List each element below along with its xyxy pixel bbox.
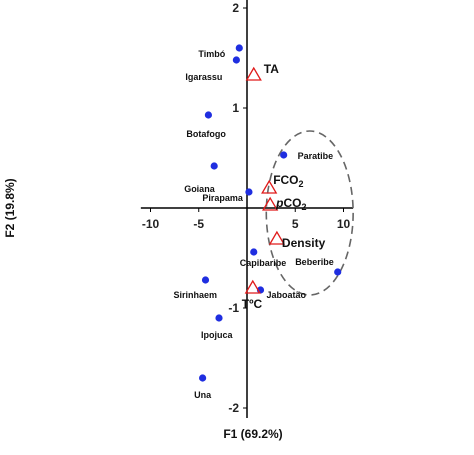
x-axis-label: F1 (69.2%) — [223, 427, 282, 441]
site-point — [204, 111, 212, 119]
axes: -10 -5 5 10 2 1 -1 -2 — [140, 0, 354, 418]
site-point — [199, 374, 207, 382]
x-tick-label: 10 — [337, 217, 351, 231]
site-point — [232, 56, 240, 64]
x-tick-label: -5 — [193, 217, 204, 231]
variable-label: FCO2 — [273, 173, 303, 189]
site-label: Ipojuca — [201, 330, 233, 340]
site-label: Timbó — [198, 49, 225, 59]
y-tick-label: -2 — [228, 401, 239, 415]
site-label: Jaboatão — [267, 290, 307, 300]
y-tick-label: -1 — [228, 301, 239, 315]
variable-triangle — [244, 279, 261, 294]
variable-triangle — [261, 179, 278, 194]
site-point — [210, 162, 218, 170]
x-tick-label: 5 — [292, 217, 299, 231]
site-point — [215, 314, 223, 322]
y-axis-label: F2 (19.8%) — [3, 178, 17, 237]
site-label: Beberibe — [295, 257, 334, 267]
variable-triangle — [262, 196, 279, 211]
site-label: Capibaribe — [240, 258, 287, 268]
cluster-ellipse — [265, 130, 354, 296]
variable-label: Density — [282, 236, 326, 250]
site-label: Una — [194, 390, 212, 400]
site-label: Sirinhaem — [174, 290, 218, 300]
variable-triangle — [245, 66, 262, 81]
site-label: Igarassu — [185, 72, 222, 82]
variable-triangle — [268, 230, 286, 245]
y-tick-label: 2 — [232, 1, 239, 15]
x-tick-label: -10 — [142, 217, 160, 231]
variable-label: pCO2 — [275, 196, 306, 212]
site-point — [201, 276, 210, 284]
cluster-ellipse-group — [265, 130, 354, 296]
site-point — [334, 268, 342, 276]
variable-label: TA — [264, 62, 279, 76]
site-point — [250, 248, 258, 256]
variable-points: TA FCO2 pCO2 Density TºC — [242, 62, 326, 311]
site-point — [280, 151, 288, 159]
y-tick-label: 1 — [232, 101, 239, 115]
site-point — [235, 44, 243, 52]
variable-label: TºC — [242, 297, 263, 311]
site-point — [245, 188, 253, 196]
site-label: Botafogo — [186, 129, 226, 139]
site-label: Paratibe — [298, 151, 334, 161]
site-label: Goiana — [184, 184, 216, 194]
site-label: Pirapama — [202, 193, 244, 203]
